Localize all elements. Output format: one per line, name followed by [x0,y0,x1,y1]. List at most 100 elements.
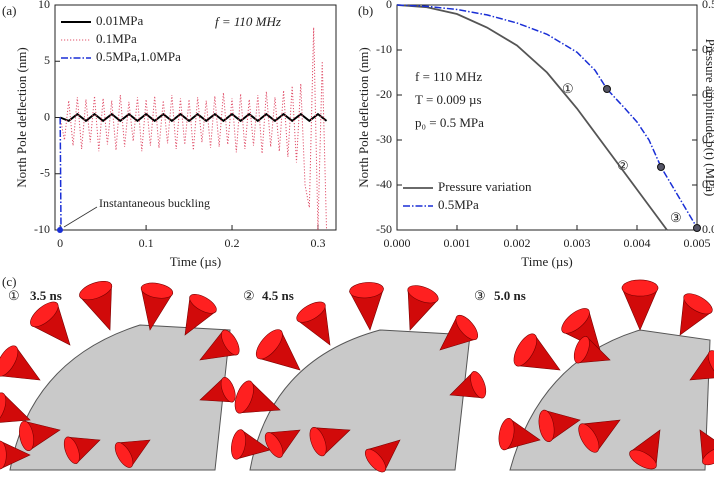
y2-axis-label: Pressure amplitude p(t) (MPa) [703,39,714,197]
cone [0,440,31,470]
annotation: ② [617,158,629,173]
y2-tick-label: 0.1 [702,177,714,191]
y-axis-label: North Pole deflection (nm) [14,47,29,187]
cone-base [189,294,217,314]
cone-base [683,293,713,315]
cone-base [0,345,19,377]
annotation: f = 110 MHz [415,69,482,84]
cone [0,392,31,423]
plot-frame [396,4,698,231]
y-tick-label: -10 [34,222,50,236]
x-tick-label: 0.1 [139,236,154,250]
annotation: T = 0.009 µs [415,92,482,107]
cone-base [455,314,479,341]
y-tick-label: -30 [376,132,392,146]
series-line [59,112,328,123]
y-tick-label: 0 [44,109,50,123]
y2-tick-label: 0.4 [702,42,714,56]
x-tick-label: 0.004 [624,236,651,250]
x-axis-label: Time (µs) [170,254,221,269]
y2-tick-label: 0.5 [702,0,714,11]
point-marker [57,227,63,233]
cone-base [538,409,555,443]
snapshot-marker: ③ [474,288,486,303]
cone-base [621,279,659,297]
snapshots [0,279,714,473]
x-axis-label: Time (µs) [521,254,572,269]
point-marker [657,163,665,171]
series-line [59,117,62,231]
annotation: ① [562,81,574,96]
cone-base [513,333,538,367]
cone-base [364,448,386,473]
cone-base [349,282,384,299]
series-line [396,4,668,231]
cone-base [264,432,284,458]
snapshot-marker: ① [8,288,20,303]
legend-label: 0.5MPa,1.0MPa [96,49,181,64]
y-tick-label: -5 [40,166,50,180]
cone-base [30,301,59,328]
cone-base [231,429,246,460]
x-tick-label: 0.000 [384,236,411,250]
x-tick-label: 0.2 [225,236,240,250]
annotation: ③ [670,210,682,225]
y-axis-label: North Pole deflection (nm) [356,47,371,187]
x-tick-label: 0.002 [504,236,531,250]
series-line [59,27,328,231]
y2-tick-label: 0.2 [702,132,714,146]
cone-base [470,371,487,399]
cone [689,350,714,381]
cone-base [63,436,80,464]
cone-base [255,329,283,360]
legend-label: 0.01MPa [96,13,144,28]
cone-base [498,417,515,451]
cone-base [19,420,34,452]
snapshot-time: 5.0 ns [494,288,526,303]
x-tick-label: 0.001 [444,236,471,250]
cone-base [114,442,134,468]
cone-base [79,280,113,301]
x-tick-label: 0.003 [564,236,591,250]
x-tick-label: 0 [57,236,63,250]
legend-label: 0.1MPa [96,31,137,46]
cone-base [578,423,600,453]
cone-base [220,377,236,403]
point-marker [603,85,611,93]
annotation: Instantaneous buckling [99,196,210,210]
y-tick-label: 10 [38,0,50,11]
panel-label: (c) [2,274,16,289]
cone-base [221,329,240,356]
y2-tick-label: 0.3 [702,87,714,101]
x-tick-label: 0.3 [310,236,325,250]
snapshot-time: 3.5 ns [30,288,62,303]
cone-base [573,336,590,364]
cone-base [561,308,590,334]
shell [9,324,231,471]
shell [249,329,471,471]
cone-base [707,350,714,378]
cone-base [309,427,327,457]
y2-tick-label: 0.0 [702,222,714,236]
snapshot-time: 4.5 ns [262,288,294,303]
point-marker [693,224,701,232]
y-tick-label: 0 [386,0,392,11]
cone-base [296,301,326,323]
snapshot-marker: ② [243,288,255,303]
cone-base [0,440,7,470]
annotation: f = 110 MHz [215,14,281,29]
cone-base [140,282,174,299]
legend-label: 0.5MPa [438,197,479,212]
panel-label: (b) [358,3,373,18]
y-tick-label: 5 [44,53,50,67]
legend-label: Pressure variation [438,179,532,194]
cone-base [0,392,7,424]
y-tick-label: -50 [376,222,392,236]
y-tick-label: -10 [376,42,392,56]
annotation: p₀ = 0.5 MPa [415,115,484,130]
cone-base [629,449,657,470]
y-tick-label: -40 [376,177,392,191]
cone-base [407,285,439,304]
